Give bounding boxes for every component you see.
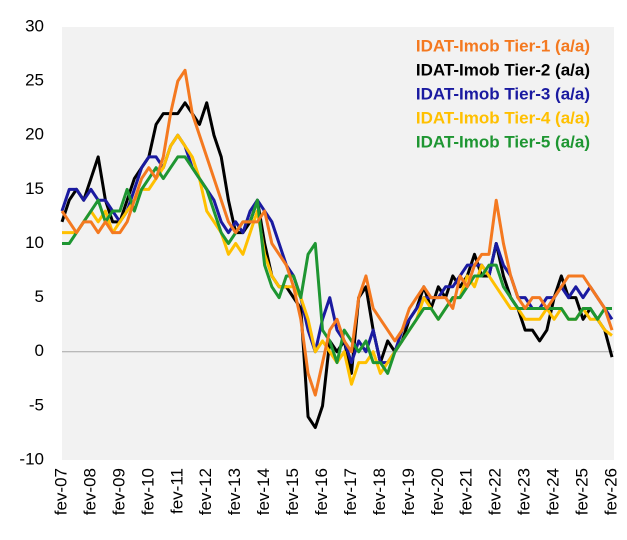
y-tick-label: 20 — [25, 125, 44, 144]
y-tick-label: -10 — [19, 449, 44, 468]
series-line — [62, 155, 612, 375]
legend-entry: IDAT-Imob Tier-4 (a/a) — [416, 108, 590, 127]
x-tick-label: fev-07 — [51, 468, 70, 515]
x-tick-label: fev-24 — [544, 468, 563, 515]
y-tick-label: 15 — [25, 179, 44, 198]
x-tick-label: fev-20 — [428, 468, 447, 515]
y-tick-label: 0 — [35, 341, 44, 360]
x-tick-label: fev-19 — [399, 468, 418, 515]
y-tick-label: 10 — [25, 233, 44, 252]
x-tick-label: fev-26 — [601, 468, 620, 515]
plot-area — [62, 27, 614, 460]
y-tick-label: -5 — [29, 395, 44, 414]
series-line — [60, 68, 614, 397]
series-line — [60, 101, 614, 430]
y-tick-label: 25 — [25, 71, 44, 90]
x-tick-label: fev-17 — [341, 468, 360, 515]
x-tick-label: fev-09 — [109, 468, 128, 515]
x-tick-label: fev-10 — [138, 468, 157, 515]
x-tick-label: fev-11 — [167, 468, 186, 514]
x-tick-label: fev-16 — [312, 468, 331, 515]
x-tick-label: fev-13 — [225, 468, 244, 515]
y-tick-label: 30 — [25, 16, 44, 35]
x-tick-label: fev-21 — [457, 468, 476, 515]
x-tick-label: fev-14 — [254, 468, 273, 515]
x-tick-label: fev-08 — [80, 468, 99, 515]
x-tick-label: fev-12 — [196, 468, 215, 515]
legend-entry: IDAT-Imob Tier-1 (a/a) — [416, 36, 590, 55]
x-tick-label: fev-23 — [515, 468, 534, 515]
x-tick-label: fev-15 — [283, 468, 302, 515]
legend-entry: IDAT-Imob Tier-3 (a/a) — [416, 84, 590, 103]
y-tick-label: 5 — [35, 287, 44, 306]
x-tick-label: fev-22 — [486, 468, 505, 515]
legend-entry: IDAT-Imob Tier-2 (a/a) — [416, 60, 590, 79]
legend-entry: IDAT-Imob Tier-5 (a/a) — [416, 132, 590, 151]
x-tick-label: fev-25 — [573, 468, 592, 515]
x-tick-label: fev-18 — [370, 468, 389, 515]
series-line — [60, 133, 614, 365]
